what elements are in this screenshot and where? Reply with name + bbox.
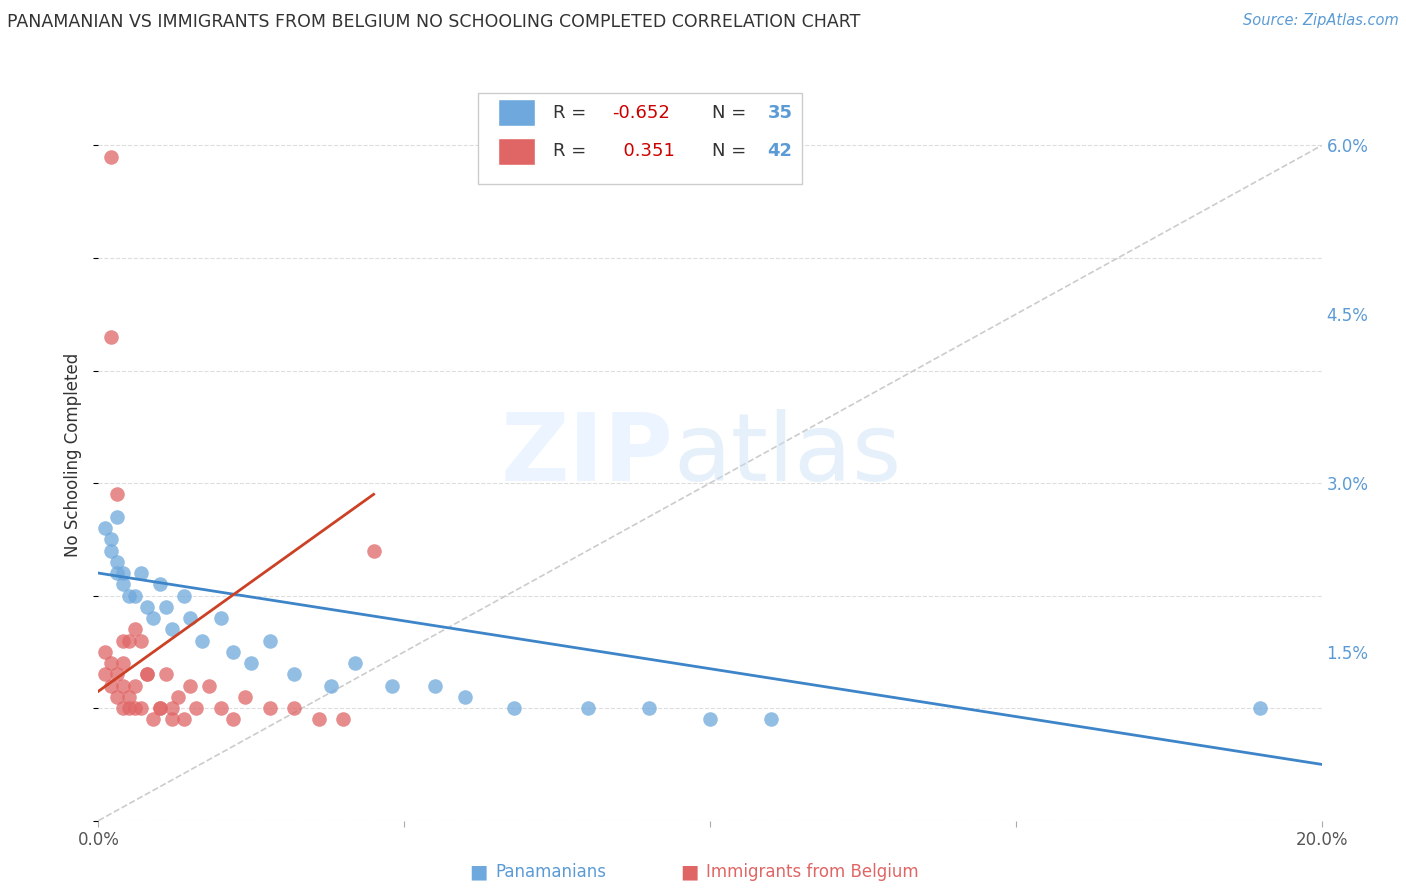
Point [105, 509, 128, 524]
Point [105, 690, 128, 704]
Point [100, 533, 122, 547]
Point [173, 589, 195, 603]
Point [503, 701, 526, 715]
Point [149, 701, 172, 715]
Text: atlas: atlas [673, 409, 901, 501]
Point [1249, 701, 1271, 715]
Point [454, 690, 477, 704]
Point [155, 599, 177, 614]
FancyBboxPatch shape [478, 93, 801, 185]
Point [111, 656, 134, 670]
Point [319, 679, 342, 693]
Text: 42: 42 [768, 143, 793, 161]
Point [111, 633, 134, 648]
Point [124, 679, 146, 693]
Point [100, 543, 122, 558]
Point [179, 611, 201, 625]
Point [759, 712, 782, 726]
Point [111, 566, 134, 580]
Point [142, 712, 165, 726]
Point [93, 521, 115, 535]
Point [129, 701, 152, 715]
Point [423, 679, 446, 693]
FancyBboxPatch shape [498, 99, 536, 126]
Point [363, 543, 385, 558]
Point [93, 645, 115, 659]
Point [100, 330, 122, 344]
FancyBboxPatch shape [498, 138, 536, 164]
Point [155, 667, 177, 681]
Point [136, 599, 159, 614]
Point [197, 679, 219, 693]
Point [124, 589, 146, 603]
Text: Source: ZipAtlas.com: Source: ZipAtlas.com [1243, 13, 1399, 29]
Text: Panamanians: Panamanians [495, 863, 606, 881]
Point [233, 690, 256, 704]
Point [699, 712, 721, 726]
Point [93, 667, 115, 681]
Point [111, 701, 134, 715]
Point [344, 656, 367, 670]
Point [100, 150, 122, 164]
Point [283, 701, 305, 715]
Text: PANAMANIAN VS IMMIGRANTS FROM BELGIUM NO SCHOOLING COMPLETED CORRELATION CHART: PANAMANIAN VS IMMIGRANTS FROM BELGIUM NO… [7, 13, 860, 31]
Point [105, 487, 128, 501]
Text: R =: R = [554, 143, 592, 161]
Point [111, 679, 134, 693]
Point [118, 701, 141, 715]
Point [259, 633, 281, 648]
Point [136, 667, 159, 681]
Text: ■: ■ [468, 863, 488, 882]
Point [124, 701, 146, 715]
Point [136, 667, 159, 681]
Point [283, 667, 305, 681]
Point [149, 577, 172, 591]
Point [179, 679, 201, 693]
Point [118, 633, 141, 648]
Point [191, 633, 214, 648]
Point [149, 701, 172, 715]
Point [186, 701, 208, 715]
Point [129, 566, 152, 580]
Point [381, 679, 404, 693]
Point [173, 712, 195, 726]
Point [240, 656, 263, 670]
Point [209, 611, 232, 625]
Point [111, 577, 134, 591]
Text: R =: R = [554, 103, 592, 121]
Point [222, 645, 245, 659]
Point [332, 712, 354, 726]
Text: -0.652: -0.652 [612, 103, 671, 121]
Point [209, 701, 232, 715]
Y-axis label: No Schooling Completed: No Schooling Completed [65, 353, 83, 557]
Text: Immigrants from Belgium: Immigrants from Belgium [706, 863, 918, 881]
Text: N =: N = [713, 103, 752, 121]
Point [160, 712, 183, 726]
Text: ZIP: ZIP [501, 409, 673, 501]
Point [637, 701, 661, 715]
Point [142, 611, 165, 625]
Point [129, 633, 152, 648]
Point [105, 667, 128, 681]
Point [167, 690, 190, 704]
Point [118, 589, 141, 603]
Point [576, 701, 599, 715]
Text: 35: 35 [768, 103, 793, 121]
Point [259, 701, 281, 715]
Point [100, 656, 122, 670]
Point [124, 623, 146, 637]
Point [222, 712, 245, 726]
Point [105, 555, 128, 569]
Point [160, 623, 183, 637]
Text: 0.351: 0.351 [612, 143, 675, 161]
Text: ■: ■ [679, 863, 699, 882]
Point [105, 566, 128, 580]
Point [100, 679, 122, 693]
Point [160, 701, 183, 715]
Text: N =: N = [713, 143, 752, 161]
Point [118, 690, 141, 704]
Point [308, 712, 330, 726]
